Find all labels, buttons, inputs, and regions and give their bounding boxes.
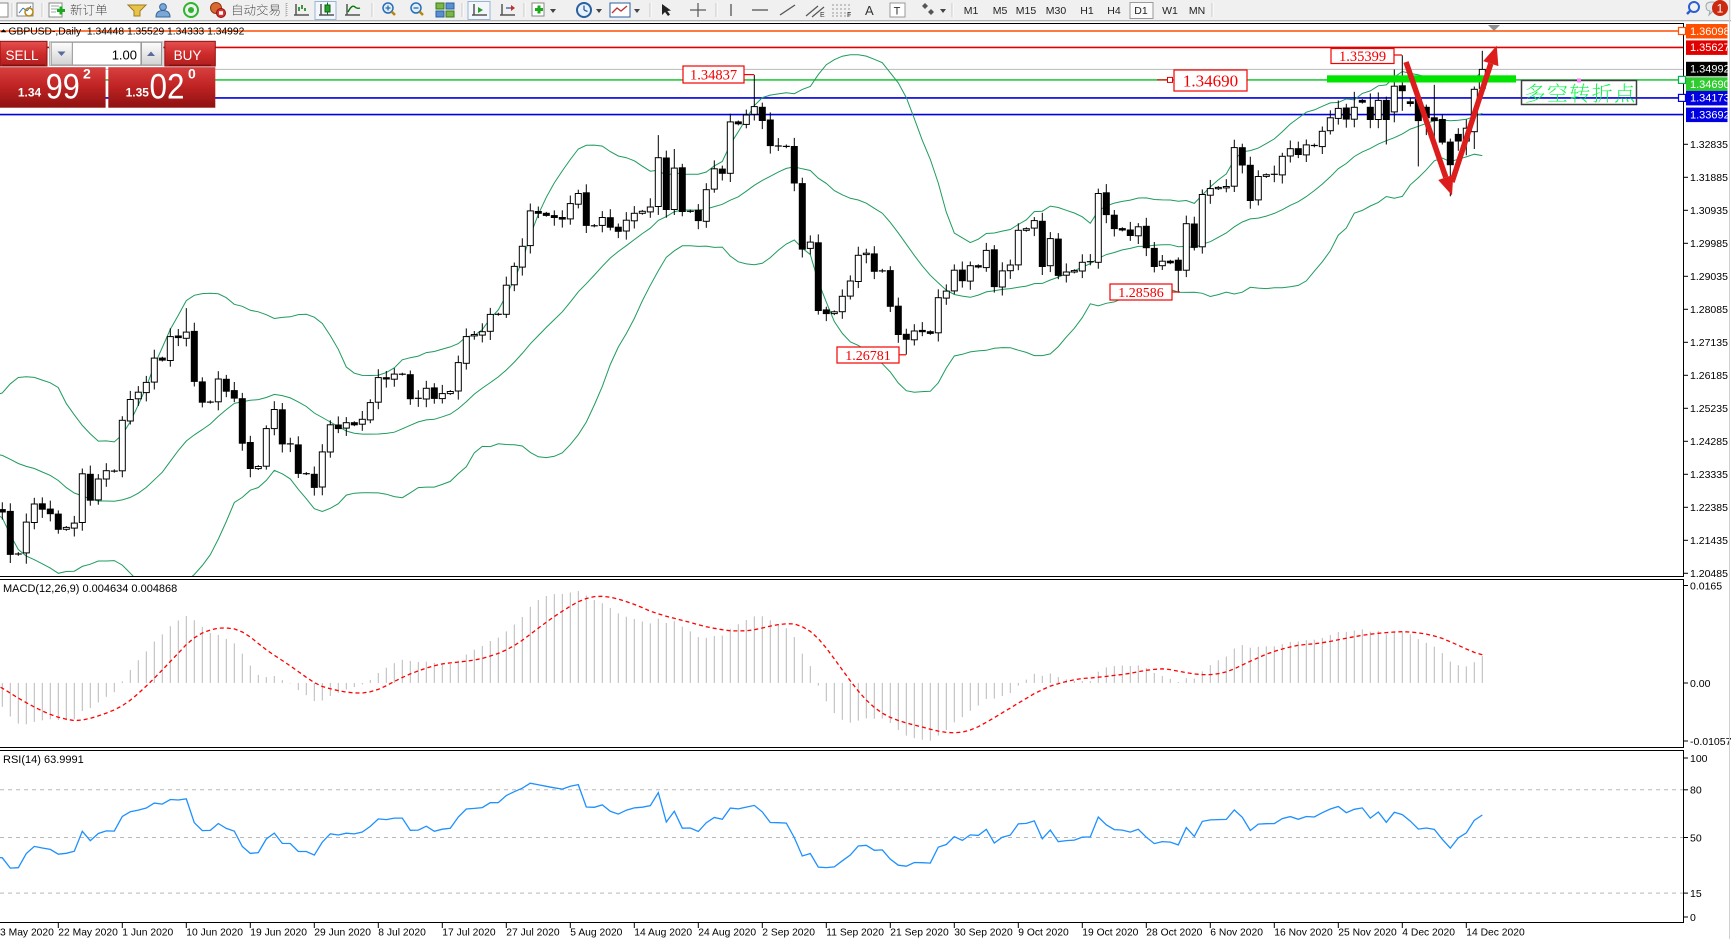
svg-text:50: 50 [1690, 832, 1702, 844]
svg-text:1.35399: 1.35399 [1339, 49, 1386, 65]
svg-text:W1: W1 [1162, 5, 1178, 17]
svg-text:28 Oct 2020: 28 Oct 2020 [1146, 928, 1202, 939]
svg-text:15: 15 [1690, 888, 1702, 900]
svg-text:24 Aug 2020: 24 Aug 2020 [698, 928, 756, 939]
svg-text:-0.010571: -0.010571 [1690, 736, 1731, 748]
svg-text:1.34992: 1.34992 [1690, 64, 1730, 76]
svg-text:1.29985: 1.29985 [1690, 238, 1728, 250]
svg-text:H4: H4 [1107, 5, 1121, 17]
svg-text:10 Jun 2020: 10 Jun 2020 [186, 928, 243, 939]
svg-text:2: 2 [83, 66, 91, 82]
svg-text:1.34690: 1.34690 [1690, 79, 1730, 91]
svg-text:30 Sep 2020: 30 Sep 2020 [954, 928, 1013, 939]
svg-text:4 Dec 2020: 4 Dec 2020 [1402, 928, 1455, 939]
svg-text:13 May 2020: 13 May 2020 [0, 928, 54, 939]
svg-text:27 Jul 2020: 27 Jul 2020 [506, 928, 560, 939]
svg-text:1.23335: 1.23335 [1690, 469, 1728, 481]
svg-text:1.36098: 1.36098 [1690, 26, 1730, 38]
svg-text:1.31885: 1.31885 [1690, 172, 1728, 184]
svg-text:0: 0 [188, 66, 196, 82]
svg-text:1: 1 [1717, 2, 1724, 16]
svg-text:M30: M30 [1046, 5, 1067, 17]
svg-text:17 Jul 2020: 17 Jul 2020 [442, 928, 496, 939]
svg-text:02: 02 [150, 68, 185, 107]
svg-text:16 Nov 2020: 16 Nov 2020 [1274, 928, 1333, 939]
svg-text:MACD(12,26,9) 0.004634 0.00486: MACD(12,26,9) 0.004634 0.004868 [3, 583, 177, 595]
svg-text:14 Aug 2020: 14 Aug 2020 [634, 928, 692, 939]
svg-text:99: 99 [46, 68, 80, 107]
svg-text:1.28085: 1.28085 [1690, 304, 1728, 316]
svg-text:9 Oct 2020: 9 Oct 2020 [1018, 928, 1069, 939]
svg-text:1.21435: 1.21435 [1690, 535, 1728, 547]
svg-text:2 Sep 2020: 2 Sep 2020 [762, 928, 815, 939]
svg-text:F: F [847, 12, 851, 19]
svg-text:19 Oct 2020: 19 Oct 2020 [1082, 928, 1138, 939]
svg-text:1.35: 1.35 [126, 88, 150, 100]
svg-text:T: T [894, 6, 901, 18]
svg-text:RSI(14) 63.9991: RSI(14) 63.9991 [3, 754, 84, 766]
svg-text:0: 0 [1690, 912, 1696, 924]
svg-text:1 Jun 2020: 1 Jun 2020 [122, 928, 173, 939]
svg-text:1.34690: 1.34690 [1183, 72, 1238, 91]
svg-text:1.28586: 1.28586 [1118, 286, 1164, 301]
svg-text:19 Jun 2020: 19 Jun 2020 [250, 928, 307, 939]
svg-text:1.34837: 1.34837 [690, 68, 737, 84]
svg-text:21 Sep 2020: 21 Sep 2020 [890, 928, 949, 939]
svg-text:1.33692: 1.33692 [1690, 109, 1730, 121]
svg-text:M15: M15 [1016, 5, 1037, 17]
svg-text:5 Aug 2020: 5 Aug 2020 [570, 928, 622, 939]
svg-text:6 Nov 2020: 6 Nov 2020 [1210, 928, 1263, 939]
svg-text:1.22385: 1.22385 [1690, 502, 1728, 514]
svg-text:100: 100 [1690, 753, 1708, 765]
svg-text:80: 80 [1690, 785, 1702, 797]
svg-text:1.20485: 1.20485 [1690, 568, 1728, 580]
svg-text:0.00: 0.00 [1690, 678, 1711, 690]
svg-text:29 Jun 2020: 29 Jun 2020 [314, 928, 371, 939]
svg-text:1.32835: 1.32835 [1690, 139, 1728, 151]
svg-text:BUY: BUY [174, 48, 202, 63]
svg-text:M5: M5 [993, 5, 1008, 17]
svg-text:1.00: 1.00 [112, 48, 137, 63]
svg-text:22 May 2020: 22 May 2020 [58, 928, 118, 939]
svg-text:1.30935: 1.30935 [1690, 205, 1728, 217]
svg-text:1.25235: 1.25235 [1690, 403, 1728, 415]
svg-text:1.26781: 1.26781 [845, 349, 891, 364]
svg-text:14 Dec 2020: 14 Dec 2020 [1466, 928, 1525, 939]
svg-text:H1: H1 [1080, 5, 1094, 17]
svg-text:11 Sep 2020: 11 Sep 2020 [826, 928, 884, 939]
svg-text:MN: MN [1189, 5, 1205, 17]
svg-text:1.27135: 1.27135 [1690, 337, 1728, 349]
svg-text:1.24285: 1.24285 [1690, 436, 1728, 448]
svg-text:1.34: 1.34 [18, 88, 42, 100]
svg-text:M1: M1 [964, 5, 979, 17]
svg-text:0.0165: 0.0165 [1690, 580, 1722, 592]
svg-text:1.29035: 1.29035 [1690, 271, 1728, 283]
svg-text:GBPUSD-,Daily 1.34448 1.35529: GBPUSD-,Daily 1.34448 1.35529 1.34333 1.… [9, 26, 245, 37]
svg-text:1.26185: 1.26185 [1690, 370, 1728, 382]
svg-text:8 Jul 2020: 8 Jul 2020 [378, 928, 426, 939]
svg-text:A: A [865, 3, 874, 18]
svg-text:1.34173: 1.34173 [1690, 93, 1730, 105]
svg-text:SELL: SELL [5, 48, 39, 63]
svg-text:1.35627: 1.35627 [1690, 42, 1730, 54]
svg-text:25 Nov 2020: 25 Nov 2020 [1338, 928, 1397, 939]
svg-text:E: E [820, 12, 825, 19]
svg-text:D1: D1 [1134, 5, 1148, 17]
